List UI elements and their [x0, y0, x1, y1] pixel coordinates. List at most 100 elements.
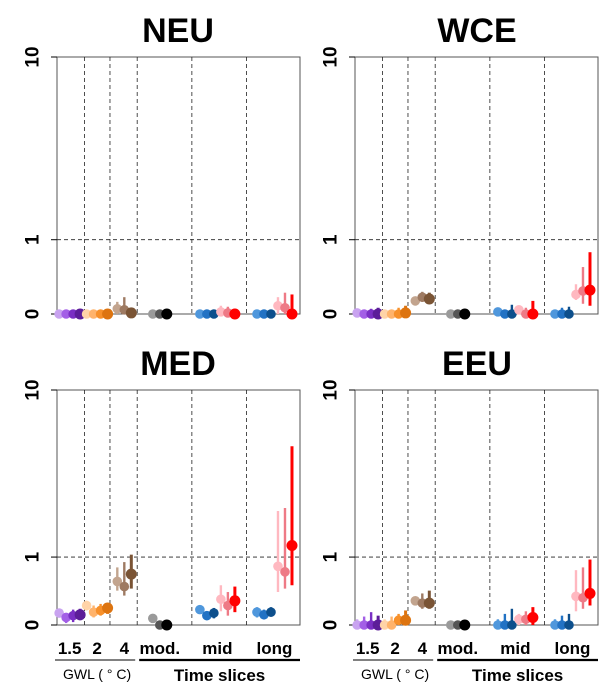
y-tick-label: 0	[23, 309, 44, 320]
data-point	[74, 609, 86, 621]
data-point	[280, 302, 290, 313]
data-point	[564, 309, 574, 319]
data-point	[147, 309, 158, 319]
y-tick-label: 0	[321, 309, 342, 320]
data-point	[507, 309, 517, 319]
data-point	[584, 284, 596, 296]
data-point	[54, 309, 64, 319]
x-tick-label: 2	[92, 639, 101, 658]
data-point	[493, 620, 503, 630]
data-point	[229, 308, 241, 320]
data-point	[500, 620, 510, 630]
data-point	[500, 309, 510, 319]
x-tick-label: mod.	[437, 639, 478, 658]
y-tick-label: 10	[23, 379, 44, 400]
data-point	[557, 620, 567, 630]
data-point	[102, 602, 114, 614]
data-point	[514, 614, 524, 625]
data-point	[379, 309, 390, 319]
data-point	[527, 308, 539, 320]
group-label-time: Time slices	[472, 666, 563, 685]
data-point	[252, 309, 262, 319]
data-point	[81, 600, 92, 611]
y-tick-label: 0	[23, 620, 44, 631]
y-tick-label: 1	[23, 551, 44, 562]
data-point	[61, 309, 71, 319]
data-point	[195, 309, 205, 319]
data-point	[216, 594, 226, 605]
y-tick-label: 0	[321, 620, 342, 631]
panel-title: EEU	[442, 345, 512, 383]
panel-title: MED	[140, 345, 216, 383]
data-point	[386, 620, 397, 630]
data-point	[119, 581, 130, 592]
data-point	[54, 608, 64, 618]
data-point	[459, 619, 471, 631]
y-tick-label: 1	[321, 234, 342, 245]
group-label-time: Time slices	[174, 666, 265, 685]
data-point	[564, 620, 574, 630]
data-point	[584, 587, 596, 599]
data-point	[147, 613, 158, 624]
data-point	[400, 614, 412, 626]
data-point	[259, 309, 269, 319]
data-point	[286, 540, 298, 552]
data-point	[102, 308, 114, 320]
data-point	[507, 620, 517, 630]
y-tick-label: 10	[321, 46, 342, 67]
x-tick-label: long	[555, 639, 591, 658]
data-point	[88, 309, 99, 319]
data-point	[280, 567, 290, 577]
y-tick-label: 10	[321, 379, 342, 400]
data-point	[379, 620, 390, 630]
data-point	[202, 309, 212, 319]
data-point	[286, 308, 298, 320]
data-point	[359, 620, 369, 630]
panel-neu: NEU 0 1 10	[23, 12, 301, 320]
data-point	[161, 619, 173, 631]
data-point	[400, 307, 412, 319]
x-tick-label: 4	[120, 639, 130, 658]
data-point	[352, 620, 362, 630]
x-tick-label: long	[257, 639, 293, 658]
panel-title: WCE	[437, 12, 516, 50]
x-tick-label: mid	[500, 639, 530, 658]
data-point	[459, 308, 471, 320]
panel-eeu: EEU 0 1 10 1.5 2 4 mod. mid long GWL ( ° C) Time sl…	[321, 345, 599, 685]
data-point	[445, 620, 456, 630]
data-point	[550, 309, 560, 319]
data-point	[125, 568, 137, 580]
data-point	[112, 576, 123, 587]
plot-frame	[354, 389, 599, 626]
data-point	[514, 304, 524, 315]
plot-frame	[354, 56, 599, 315]
x-tick-label: mid	[202, 639, 232, 658]
data-point	[195, 604, 205, 615]
data-point	[445, 309, 456, 319]
data-point	[423, 293, 435, 305]
data-point	[112, 303, 123, 314]
data-point	[125, 307, 137, 319]
data-point	[229, 595, 241, 607]
plot-frame	[56, 389, 301, 626]
data-point	[386, 309, 397, 319]
x-tick-label: 4	[418, 639, 428, 658]
panel-title: NEU	[142, 12, 214, 50]
data-point	[557, 309, 567, 319]
x-tick-label: 1.5	[356, 639, 380, 658]
data-point	[266, 309, 276, 319]
data-point	[423, 597, 435, 609]
x-tick-label: 2	[390, 639, 399, 658]
group-label-gwl: GWL ( ° C)	[361, 666, 429, 682]
panel-med: MED 0 1 10 1.5 2 4 mod. mid long GWL ( ° C) Time sl…	[23, 345, 301, 685]
data-point	[550, 620, 560, 630]
data-point	[359, 309, 369, 319]
data-point	[161, 308, 173, 320]
y-tick-label: 10	[23, 46, 44, 67]
data-point	[266, 607, 276, 617]
data-point	[273, 561, 283, 572]
y-tick-label: 1	[321, 551, 342, 562]
group-label-gwl: GWL ( ° C)	[63, 666, 131, 682]
data-point	[81, 309, 92, 319]
